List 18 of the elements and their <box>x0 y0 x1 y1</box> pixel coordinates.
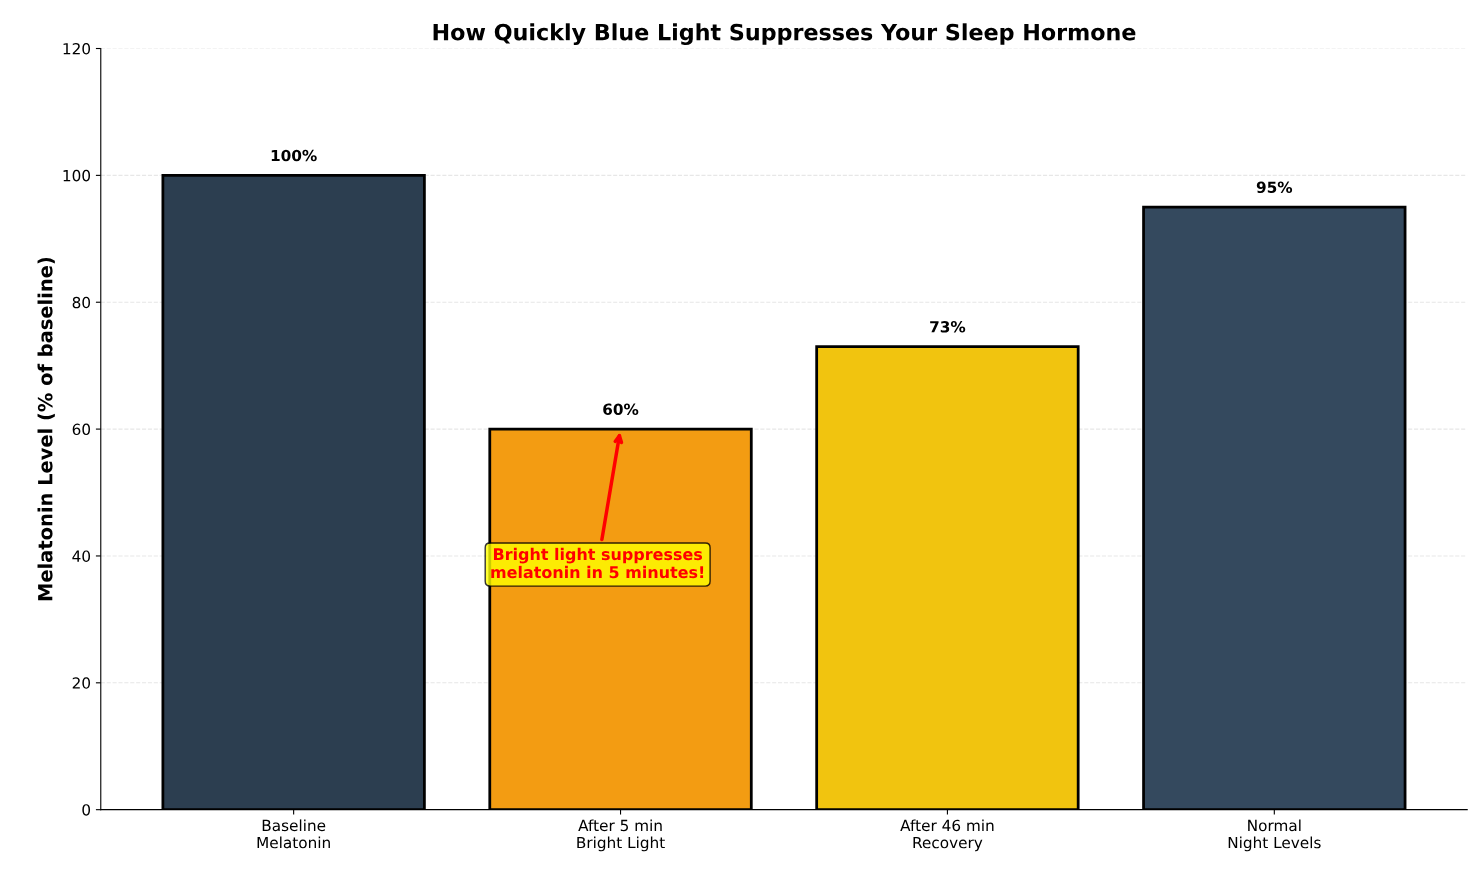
data-label: 60% <box>603 403 639 416</box>
x-tick-label: After 46 min Recovery <box>900 819 994 852</box>
y-tick-label: 40 <box>72 550 91 562</box>
y-tick-label: 20 <box>72 677 91 689</box>
y-tick-label: 60 <box>72 423 91 436</box>
x-tick-label: After 5 min Bright Light <box>577 819 665 852</box>
y-tick-label: 80 <box>72 296 91 309</box>
annotation: Bright light suppresses melatonin in 5 minutes! <box>491 547 704 579</box>
chart-title: How Quickly Blue Light Suppresses Your Sleep Hormone <box>433 23 1136 45</box>
y-axis-title: Melatonin Level (% of baseline) <box>37 257 55 601</box>
y-tick-label: 120 <box>63 42 91 55</box>
x-tick-label: Normal Night Levels <box>1228 819 1321 852</box>
data-label: 73% <box>930 321 966 333</box>
data-label: 95% <box>1256 181 1293 194</box>
x-tick-label: Baseline Melatonin <box>257 819 330 849</box>
y-tick-label: 0 <box>82 804 91 816</box>
data-label: 100% <box>271 149 317 162</box>
y-tick-label: 100 <box>63 169 91 182</box>
